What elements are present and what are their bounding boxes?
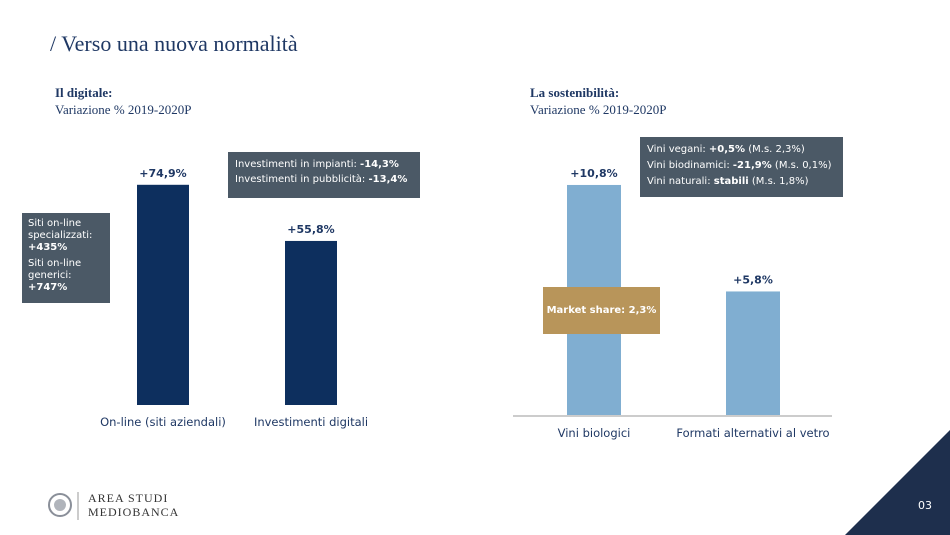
corner-decoration — [845, 430, 950, 535]
annotation-text: stabili — [713, 176, 749, 187]
annotation-text: (M.s. 0,1%) — [774, 160, 832, 171]
chart-title: La sostenibilità: — [530, 85, 620, 100]
chart-subtitle: Variazione % 2019-2020P — [530, 102, 667, 117]
logo-emblem — [54, 499, 66, 511]
annotation-box: Siti on-line specializzati: +435% Siti o… — [22, 213, 110, 303]
x-tick-label: Investimenti digitali — [254, 415, 368, 429]
annotation-text: -21,9% — [732, 160, 772, 171]
page-number: 03 — [918, 499, 932, 512]
annotation-text: (M.s. 1,8%) — [751, 176, 809, 187]
logo-line: MEDIOBANCA — [88, 505, 180, 519]
chart-subtitle: Variazione % 2019-2020P — [55, 102, 192, 117]
chart-title: Il digitale: — [55, 85, 113, 100]
value-label: +55,8% — [287, 223, 334, 236]
annotation-box: Vini vegani: +0,5% (M.s. 2,3%) Vini biod… — [640, 137, 843, 197]
x-tick-label: On-line (siti aziendali) — [100, 415, 226, 429]
annotation-text: Siti on-line generici: — [28, 258, 82, 281]
bar — [726, 291, 780, 415]
annotation-text: Investimenti in impianti: — [235, 159, 357, 170]
bar — [285, 240, 337, 405]
logo-text: AREA STUDI MEDIOBANCA — [88, 491, 179, 519]
annotation-box: Market share: 2,3% — [543, 287, 660, 334]
annotation-box: Investimenti in impianti: -14,3% Investi… — [228, 152, 420, 198]
logo-line: AREA STUDI — [88, 491, 169, 505]
x-tick-label: Formati alternativi al vetro — [676, 426, 829, 440]
annotation-text: Vini biodinamici: — [647, 160, 730, 171]
annotation-text: -14,3% — [360, 159, 399, 170]
x-tick-label: Vini biologici — [558, 426, 631, 440]
annotation-text: Siti on-line specializzati: — [28, 218, 93, 241]
annotation-text: +0,5% — [708, 144, 746, 155]
value-label: +10,8% — [570, 167, 617, 180]
annotation-text: Market share: 2,3% — [546, 305, 657, 316]
annotation-text: Vini vegani: — [647, 144, 706, 155]
slide-title: / Verso una nuova normalità — [50, 31, 298, 56]
annotation-text: +747% — [28, 282, 68, 293]
value-label: +5,8% — [733, 273, 773, 286]
annotation-text: +435% — [28, 242, 68, 253]
annotation-text: (M.s. 2,3%) — [748, 144, 805, 155]
bar — [137, 184, 189, 405]
annotation-text: Investimenti in pubblicità: — [235, 174, 366, 185]
annotation-text: Vini naturali: — [647, 176, 711, 187]
value-label: +74,9% — [139, 167, 186, 180]
annotation-text: -13,4% — [368, 174, 408, 185]
logo-emblem — [48, 493, 72, 517]
